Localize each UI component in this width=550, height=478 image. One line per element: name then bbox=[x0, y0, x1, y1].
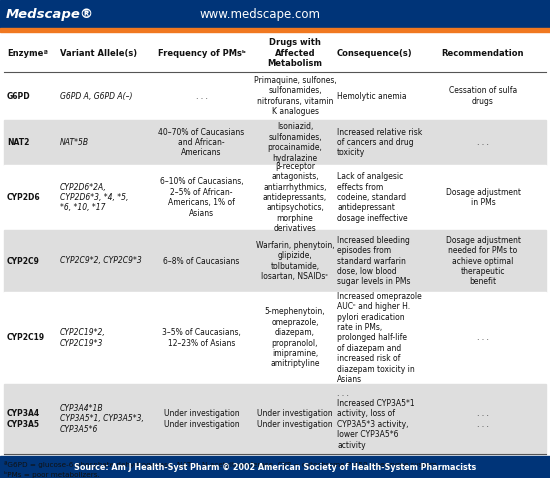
Text: G6PD A, G6PD A(–): G6PD A, G6PD A(–) bbox=[60, 91, 133, 100]
Bar bbox=[4, 165, 546, 230]
Text: Frequency of PMsᵇ: Frequency of PMsᵇ bbox=[157, 48, 245, 57]
Text: Primaquine, sulfones,
sulfonamides,
nitrofurans, vitamin
K analogues: Primaquine, sulfones, sulfonamides, nitr… bbox=[254, 76, 337, 116]
Text: Dosage adjustment
in PMs: Dosage adjustment in PMs bbox=[446, 188, 520, 207]
Text: . . .: . . . bbox=[477, 138, 489, 147]
Text: Isoniazid,
sulfonamides,
procainamide,
hydralazine: Isoniazid, sulfonamides, procainamide, h… bbox=[267, 122, 322, 163]
Bar bbox=[0, 28, 550, 32]
Text: Increased omeprazole
AUCᶜ and higher H.
pylori eradication
rate in PMs,
prolonge: Increased omeprazole AUCᶜ and higher H. … bbox=[337, 292, 422, 384]
Text: ªG6PD = glucose-6-phosphate dehydrogenase, NAT = N-acetyltransferase, CYP = cyto: ªG6PD = glucose-6-phosphate dehydrogenas… bbox=[4, 460, 439, 467]
Bar bbox=[4, 120, 546, 165]
Text: www.medscape.com: www.medscape.com bbox=[200, 8, 321, 21]
Text: CYP2C9: CYP2C9 bbox=[7, 257, 40, 265]
Text: ᵇPMs = poor metabolizers.: ᵇPMs = poor metabolizers. bbox=[4, 471, 100, 478]
Text: Under investigation
Under investigation: Under investigation Under investigation bbox=[164, 409, 239, 429]
Text: CYP3A4
CYP3A5: CYP3A4 CYP3A5 bbox=[7, 409, 40, 429]
Text: Medscape®: Medscape® bbox=[6, 8, 94, 21]
Text: . . .
. . .: . . . . . . bbox=[477, 409, 489, 429]
Text: Enzymeª: Enzymeª bbox=[7, 48, 48, 57]
Text: CYP2D6*2A,
CYP2D6*3, *4, *5,
*6, *10, *17: CYP2D6*2A, CYP2D6*3, *4, *5, *6, *10, *1… bbox=[60, 183, 128, 212]
Text: CYP2C19: CYP2C19 bbox=[7, 334, 45, 343]
Text: Dosage adjustment
needed for PMs to
achieve optimal
therapeutic
benefit: Dosage adjustment needed for PMs to achi… bbox=[446, 236, 520, 286]
Bar bbox=[0, 0, 550, 28]
Text: Recommendation: Recommendation bbox=[442, 48, 524, 57]
Text: G6PD: G6PD bbox=[7, 91, 31, 100]
Text: CYP2D6: CYP2D6 bbox=[7, 193, 41, 202]
Text: Cessation of sulfa
drugs: Cessation of sulfa drugs bbox=[449, 87, 517, 106]
Text: Under investigation
Under investigation: Under investigation Under investigation bbox=[257, 409, 333, 429]
Text: . . .
Increased CYP3A5*1
activity, loss of
CYP3A5*3 activity,
lower CYP3A5*6
act: . . . Increased CYP3A5*1 activity, loss … bbox=[337, 389, 415, 449]
Text: β-receptor
antagonists,
antiarrhythmics,
antidepressants,
antipsychotics,
morphi: β-receptor antagonists, antiarrhythmics,… bbox=[263, 162, 327, 233]
Text: CYP3A4*1B
CYP3A5*1, CYP3A5*3,
CYP3A5*6: CYP3A4*1B CYP3A5*1, CYP3A5*3, CYP3A5*6 bbox=[60, 404, 144, 434]
Bar bbox=[0, 456, 550, 478]
Text: Increased bleeding
episodes from
standard warfarin
dose, low blood
sugar levels : Increased bleeding episodes from standar… bbox=[337, 236, 410, 286]
Text: NAT*5B: NAT*5B bbox=[60, 138, 89, 147]
Text: . . .: . . . bbox=[477, 334, 489, 343]
Text: NAT2: NAT2 bbox=[7, 138, 29, 147]
Text: 6–10% of Caucasians,
2–5% of African-
Americans, 1% of
Asians: 6–10% of Caucasians, 2–5% of African- Am… bbox=[160, 177, 243, 217]
Bar bbox=[4, 384, 546, 454]
Bar bbox=[4, 230, 546, 292]
Text: 6–8% of Caucasians: 6–8% of Caucasians bbox=[163, 257, 240, 265]
Text: Drugs with
Affected
Metabolism: Drugs with Affected Metabolism bbox=[267, 38, 322, 68]
Text: Hemolytic anemia: Hemolytic anemia bbox=[337, 91, 406, 100]
Text: 40–70% of Caucasians
and African-
Americans: 40–70% of Caucasians and African- Americ… bbox=[158, 128, 245, 157]
Text: CYP2C19*2,
CYP2C19*3: CYP2C19*2, CYP2C19*3 bbox=[60, 328, 106, 348]
Text: 3–5% of Caucasians,
12–23% of Asians: 3–5% of Caucasians, 12–23% of Asians bbox=[162, 328, 241, 348]
Text: Source: Am J Health-Syst Pharm © 2002 American Society of Health-System Pharmaci: Source: Am J Health-Syst Pharm © 2002 Am… bbox=[74, 463, 476, 471]
Text: CYP2C9*2, CYP2C9*3: CYP2C9*2, CYP2C9*3 bbox=[60, 257, 142, 265]
Text: Warfarin, phenytoin,
glipizide,
tolbutamide,
losartan, NSAIDsᶜ: Warfarin, phenytoin, glipizide, tolbutam… bbox=[256, 241, 334, 281]
Text: Variant Allele(s): Variant Allele(s) bbox=[60, 48, 137, 57]
Bar bbox=[4, 72, 546, 120]
Text: . . .: . . . bbox=[196, 91, 207, 100]
Bar bbox=[4, 292, 546, 384]
Text: Lack of analgesic
effects from
codeine, standard
antidepressant
dosage ineffecti: Lack of analgesic effects from codeine, … bbox=[337, 172, 408, 223]
Text: Increased relative risk
of cancers and drug
toxicity: Increased relative risk of cancers and d… bbox=[337, 128, 422, 157]
Text: Consequence(s): Consequence(s) bbox=[337, 48, 412, 57]
Text: 5-mephenytoin,
omeprazole,
diazepam,
propranolol,
imipramine,
amitriptyline: 5-mephenytoin, omeprazole, diazepam, pro… bbox=[265, 307, 325, 369]
